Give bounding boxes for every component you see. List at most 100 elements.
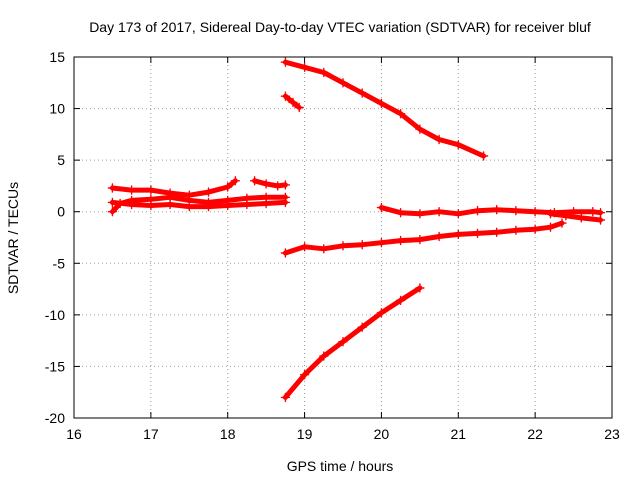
data-point: [395, 235, 406, 246]
data-point: [299, 62, 310, 72]
data-point: [472, 228, 483, 239]
x-tick-label: 22: [527, 426, 543, 442]
series-4: [107, 192, 291, 217]
data-point: [376, 308, 387, 318]
y-tick-label: 10: [49, 101, 65, 117]
data-point: [126, 185, 137, 195]
axis-ticks: [73, 56, 613, 419]
data-point: [492, 227, 502, 237]
data-point: [338, 241, 348, 251]
x-tick-label: 21: [450, 426, 466, 442]
data-point: [415, 283, 425, 293]
data-point: [146, 185, 156, 195]
data-point: [319, 244, 329, 254]
data-point: [492, 205, 502, 215]
data-point: [261, 179, 271, 189]
data-point: [415, 124, 425, 134]
data-point: [453, 209, 463, 219]
series-7: [376, 202, 606, 219]
data-point: [511, 206, 521, 216]
data-point: [395, 109, 406, 119]
series-10: [280, 283, 425, 403]
data-point: [338, 78, 348, 88]
data-point: [230, 176, 241, 186]
data-point: [561, 211, 571, 221]
plot-frame: [73, 56, 613, 419]
data-point: [478, 151, 489, 161]
data-point: [472, 206, 483, 216]
data-point: [146, 200, 156, 211]
series-group: [107, 57, 606, 403]
series-trace: [282, 285, 423, 400]
data-point: [299, 370, 310, 380]
data-point: [453, 229, 463, 240]
data-point: [203, 187, 214, 197]
data-point: [165, 199, 175, 210]
y-tick-label: 5: [57, 152, 65, 168]
data-point: [588, 207, 598, 217]
data-point: [415, 234, 425, 245]
series-trace: [378, 205, 603, 217]
y-tick-label: -5: [53, 255, 66, 271]
data-point: [280, 197, 291, 208]
data-point: [545, 209, 556, 219]
data-point: [319, 351, 329, 361]
data-point: [376, 98, 387, 109]
x-tick-label: 18: [220, 426, 236, 442]
data-point: [557, 218, 567, 228]
data-point: [280, 248, 291, 258]
data-point: [280, 392, 291, 403]
series-6: [249, 176, 291, 191]
chart-title: Day 173 of 2017, Sidereal Day-to-day VTE…: [89, 19, 591, 35]
series-5: [107, 197, 291, 212]
tick-labels: 16 17 18 19 20 21 22 23 15 10 5 0 -5 -10 -15 -20: [45, 49, 620, 442]
y-axis-label: SDTVAR / TECUs: [5, 182, 21, 294]
data-point: [530, 224, 540, 234]
y-tick-label: 15: [49, 49, 65, 65]
data-point: [338, 337, 348, 347]
x-tick-label: 20: [374, 426, 390, 442]
series-2: [280, 91, 304, 113]
data-point: [530, 207, 540, 217]
data-point: [299, 242, 310, 252]
grid-lines: [74, 57, 612, 418]
data-point: [434, 231, 444, 242]
data-point: [249, 176, 260, 186]
x-tick-label: 23: [604, 426, 620, 442]
data-point: [261, 198, 271, 209]
data-point: [395, 208, 406, 218]
data-point: [376, 202, 387, 213]
data-point: [453, 140, 463, 150]
series-3: [107, 176, 241, 200]
data-point: [280, 57, 291, 67]
data-point: [545, 222, 556, 232]
data-point: [242, 199, 252, 210]
data-point: [107, 197, 118, 208]
y-tick-label: 0: [57, 204, 65, 220]
data-point: [434, 207, 444, 217]
data-point: [434, 134, 444, 145]
data-point: [107, 207, 118, 217]
data-point: [126, 199, 137, 210]
data-point: [376, 238, 387, 248]
x-tick-label: 16: [66, 426, 82, 442]
y-tick-label: -10: [45, 307, 65, 323]
series-1: [280, 57, 489, 161]
data-point: [223, 200, 233, 211]
data-point: [184, 201, 194, 212]
data-point: [203, 201, 214, 212]
data-point: [357, 322, 367, 332]
y-tick-label: -20: [45, 410, 65, 426]
data-point: [357, 88, 367, 98]
data-point: [280, 91, 291, 101]
series-8: [545, 209, 606, 225]
data-point: [595, 215, 606, 225]
x-tick-label: 19: [297, 426, 313, 442]
data-point: [357, 240, 367, 250]
series-trace: [548, 211, 603, 223]
series-trace: [109, 199, 288, 210]
x-tick-label: 17: [143, 426, 159, 442]
data-point: [511, 225, 521, 235]
data-point: [415, 209, 425, 219]
